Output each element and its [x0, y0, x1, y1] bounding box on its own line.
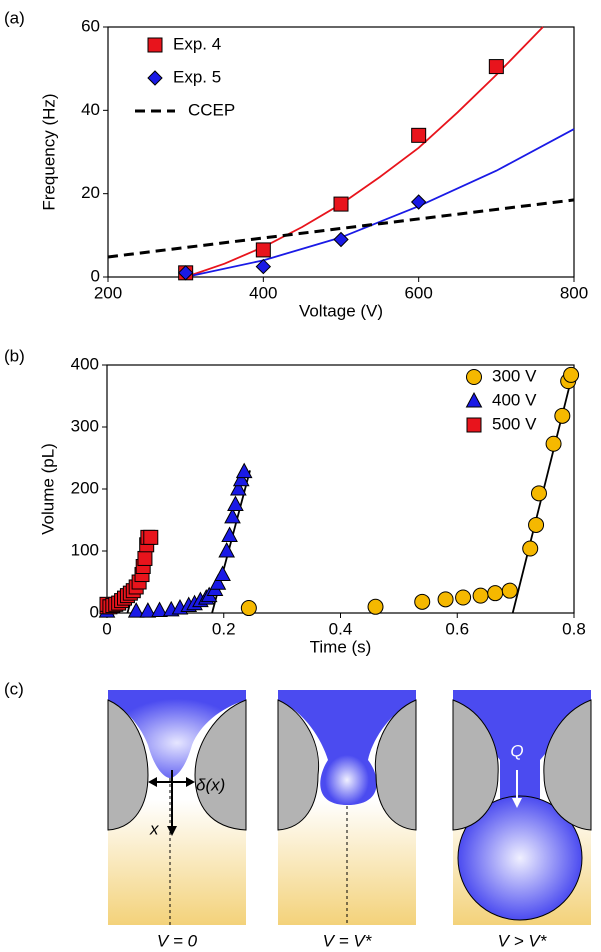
marker [530, 485, 547, 502]
marker [227, 495, 244, 511]
marker [232, 470, 250, 487]
legend-label: CCEP [188, 100, 235, 119]
marker [410, 194, 427, 210]
x-tick-label: 400 [249, 283, 277, 302]
panel-label: (b) [4, 346, 25, 365]
legend-label: 400 V [492, 390, 537, 409]
panel-label: (c) [4, 679, 24, 698]
marker [554, 407, 571, 424]
marker [137, 550, 153, 566]
marker [139, 602, 157, 618]
marker [437, 591, 454, 608]
diagram-panel: V = V* [277, 690, 417, 950]
marker [224, 507, 241, 524]
y-axis-label: Frequency (Hz) [39, 93, 58, 210]
x-tick-label: 0 [102, 619, 111, 638]
diagram-panel: δ(x) x V = 0 [107, 690, 247, 950]
marker [209, 574, 227, 590]
y-tick-label: 200 [71, 478, 99, 497]
legend-marker [466, 369, 482, 385]
marker [501, 582, 518, 599]
marker [411, 127, 427, 143]
y-tick-label: 20 [81, 183, 100, 202]
marker [235, 462, 253, 479]
x-tick-label: 0.8 [562, 619, 586, 638]
x-tick-label: 200 [94, 283, 122, 302]
marker [333, 196, 349, 212]
x-tick-label: 600 [404, 283, 432, 302]
marker [177, 265, 194, 281]
y-tick-label: 300 [71, 416, 99, 435]
legend-marker [147, 70, 163, 86]
legend-marker [466, 417, 482, 433]
y-axis-label: Volume (pL) [38, 443, 57, 535]
marker [151, 601, 168, 618]
y-tick-label: 400 [71, 354, 99, 373]
line [107, 198, 575, 259]
legend-marker [465, 391, 483, 408]
diagram-panel: Q V > V* [452, 690, 592, 950]
panel-label: (a) [4, 8, 25, 27]
y-tick-label: 0 [91, 266, 100, 285]
caption: V = V* [323, 931, 373, 950]
marker [143, 529, 159, 545]
line [185, 128, 575, 278]
y-tick-label: 100 [71, 540, 99, 559]
marker [218, 541, 236, 558]
legend-label: Exp. 4 [173, 34, 221, 53]
marker [455, 589, 472, 606]
marker [255, 258, 272, 275]
x-tick-label: 0.2 [212, 619, 236, 638]
legend-label: 500 V [492, 414, 537, 433]
marker [488, 59, 504, 75]
marker [528, 516, 545, 533]
annotation: Q [510, 741, 523, 760]
marker [472, 587, 489, 604]
marker [487, 585, 504, 602]
annotation: x [149, 819, 159, 838]
marker [563, 366, 580, 383]
marker [255, 242, 271, 258]
marker [127, 602, 145, 618]
caption: V = 0 [157, 931, 198, 950]
x-tick-label: 0.4 [329, 619, 353, 638]
y-tick-label: 40 [81, 100, 100, 119]
x-axis-label: Time (s) [310, 637, 372, 656]
marker [522, 540, 539, 557]
plot-frame [107, 26, 575, 278]
y-tick-label: 60 [81, 16, 100, 35]
legend-label: 300 V [492, 366, 537, 385]
x-tick-label: 0.6 [445, 619, 469, 638]
line [185, 26, 544, 278]
marker [414, 593, 431, 610]
legend-label: Exp. 5 [173, 67, 221, 86]
marker [214, 565, 231, 582]
marker [545, 435, 562, 452]
marker [367, 598, 384, 615]
marker [230, 479, 247, 496]
legend-marker [147, 37, 163, 53]
caption: V > V* [498, 931, 548, 950]
marker [333, 231, 349, 248]
marker [240, 600, 257, 617]
y-tick-label: 0 [90, 602, 99, 621]
marker [221, 526, 238, 542]
x-tick-label: 800 [560, 283, 588, 302]
x-axis-label: Voltage (V) [299, 301, 383, 320]
annotation: δ(x) [196, 775, 225, 794]
